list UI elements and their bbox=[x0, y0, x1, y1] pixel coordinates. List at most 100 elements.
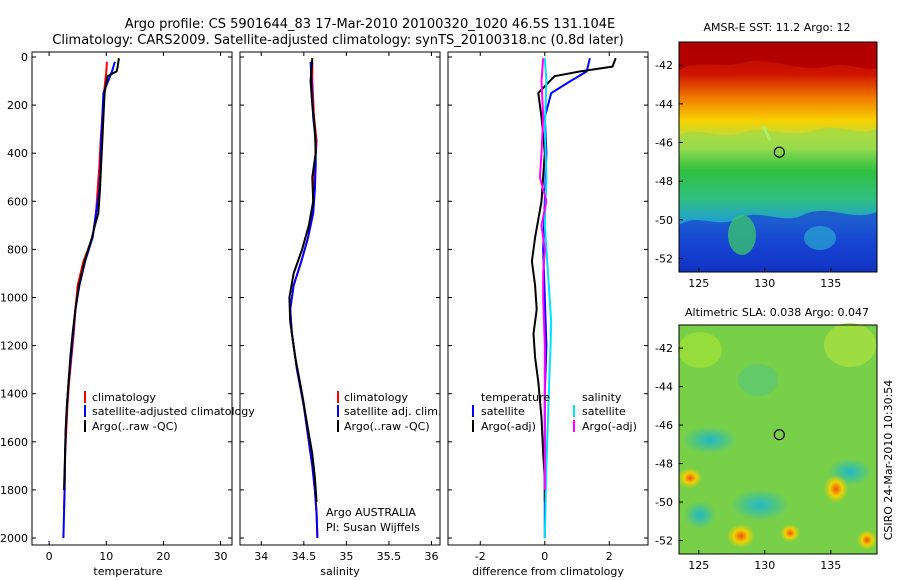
map-y-tick-label: -44 bbox=[655, 381, 673, 394]
x-tick-label: 34.5 bbox=[292, 550, 317, 563]
salinity-lines bbox=[288, 58, 319, 539]
x-tick-label: 34 bbox=[254, 550, 268, 563]
difference-lines bbox=[530, 57, 617, 539]
argo-float-marker-sla bbox=[773, 429, 785, 441]
x-tick-label: 10 bbox=[99, 550, 113, 563]
legend-label: Argo(-adj) bbox=[582, 420, 637, 433]
y-tick-label: 600 bbox=[7, 195, 28, 208]
y-tick-label: 800 bbox=[7, 243, 28, 256]
sla-warm-blob bbox=[780, 524, 800, 542]
temperature-axes: 0 10 20 30 0 200 400 600 800 1000 1200 1400 1600 1800… bbox=[0, 51, 232, 563]
sst-cold-band bbox=[679, 210, 877, 272]
x-tick-label: 35 bbox=[339, 550, 353, 563]
sla-blob bbox=[738, 364, 778, 396]
map-y-tick-label: -52 bbox=[655, 252, 673, 265]
sla-map-frame bbox=[678, 324, 878, 555]
x-tick-label: 2 bbox=[606, 550, 613, 563]
sst-eddy bbox=[804, 226, 836, 250]
salinity-axes: 34 34.5 35 35.5 36 bbox=[240, 52, 440, 563]
difference-panel: -2 0 2 difference from climatology tempera… bbox=[447, 51, 649, 578]
sla-blob bbox=[684, 501, 716, 529]
sla-warm-blob bbox=[857, 530, 877, 550]
legend-label: Argo(..raw -QC) bbox=[92, 420, 178, 433]
sla-warm-blob bbox=[727, 524, 755, 548]
argo-float-marker-sst bbox=[773, 146, 785, 158]
legend-label: Argo(..raw -QC) bbox=[344, 420, 430, 433]
difference-xlabel: difference from climatology bbox=[472, 565, 624, 578]
salinity-legend: climatology satellite adj. clim. Argo(..… bbox=[337, 391, 441, 433]
series-line-argo-raw-qc bbox=[288, 58, 318, 502]
difference-legend: temperature satellite Argo(-adj) salinit… bbox=[472, 391, 637, 433]
legend-label: climatology bbox=[92, 391, 156, 404]
legend-heading-temperature: temperature bbox=[481, 391, 550, 404]
difference-axes-frame bbox=[447, 51, 649, 546]
y-tick-label: 1000 bbox=[0, 292, 28, 305]
map-x-tick-label: 135 bbox=[820, 559, 841, 572]
sla-map-axes: 125 130 135 -42 -44 -46 -48 -50 -52 bbox=[655, 342, 841, 572]
series-line-salinity-argo-adj bbox=[538, 58, 548, 490]
temperature-xlabel: temperature bbox=[93, 565, 162, 578]
sla-warm-blob bbox=[824, 475, 848, 503]
legend-label: satellite bbox=[481, 405, 525, 418]
map-y-tick-label: -50 bbox=[655, 496, 673, 509]
pi-label: PI: Susan Wijffels bbox=[326, 521, 420, 534]
provenance-stamp: CSIRO 24-Mar-2010 10:30:54 bbox=[882, 380, 895, 541]
sst-filament bbox=[761, 125, 772, 141]
map-y-tick-label: -44 bbox=[655, 98, 673, 111]
x-tick-label: -2 bbox=[475, 550, 486, 563]
map-y-tick-label: -48 bbox=[655, 458, 673, 471]
legend-label: satellite-adjusted climatology bbox=[92, 405, 255, 418]
sst-eddy bbox=[728, 215, 756, 255]
sla-blob bbox=[730, 489, 790, 521]
legend-label: satellite bbox=[582, 405, 626, 418]
y-tick-label: 1400 bbox=[0, 388, 28, 401]
sla-warm-blob bbox=[678, 468, 702, 488]
sst-map-frame bbox=[678, 41, 878, 273]
salinity-panel: 34 34.5 35 35.5 36 salinity climatology sate… bbox=[239, 51, 441, 578]
sla-blob bbox=[682, 426, 738, 454]
sst-map-title: AMSR-E SST: 11.2 Argo: 12 bbox=[703, 21, 850, 34]
x-tick-label: 36 bbox=[424, 550, 438, 563]
map-y-tick-label: -52 bbox=[655, 535, 673, 548]
series-line-temperature-argo-adj bbox=[530, 57, 617, 502]
temperature-axes-frame bbox=[31, 51, 233, 546]
sst-map-axes: 125 130 135 -42 -44 -46 -48 -50 -52 bbox=[655, 59, 841, 290]
sla-blob bbox=[824, 323, 876, 367]
x-tick-label: 35.5 bbox=[377, 550, 402, 563]
temperature-panel: 0 10 20 30 0 200 400 600 800 1000 1200 1400 1600 1800… bbox=[0, 51, 255, 578]
x-tick-label: 30 bbox=[214, 550, 228, 563]
sst-front bbox=[679, 127, 877, 150]
salinity-xlabel: salinity bbox=[320, 565, 360, 578]
map-x-tick-label: 130 bbox=[754, 559, 775, 572]
x-tick-label: 20 bbox=[156, 550, 170, 563]
legend-label: satellite adj. clim. bbox=[344, 405, 441, 418]
sst-warm-band bbox=[679, 42, 877, 70]
figure-title-line2: Climatology: CARS2009. Satellite-adjuste… bbox=[52, 33, 624, 48]
legend-label: climatology bbox=[344, 391, 408, 404]
sla-blob bbox=[678, 332, 722, 368]
y-tick-label: 1600 bbox=[0, 436, 28, 449]
legend-heading-salinity: salinity bbox=[582, 391, 622, 404]
map-x-tick-label: 130 bbox=[754, 277, 775, 290]
difference-axes: -2 0 2 bbox=[448, 52, 648, 563]
map-y-tick-label: -46 bbox=[655, 419, 673, 432]
y-tick-label: 1200 bbox=[0, 340, 28, 353]
sla-map-image bbox=[678, 323, 877, 554]
y-tick-label: 400 bbox=[7, 147, 28, 160]
series-line-argo-raw-qc bbox=[63, 58, 120, 490]
sst-map-panel: AMSR-E SST: 11.2 Argo: 12 125 130 135 -42 -4… bbox=[655, 21, 878, 290]
map-y-tick-label: -48 bbox=[655, 175, 673, 188]
legend-label: Argo(-adj) bbox=[481, 420, 536, 433]
map-y-tick-label: -46 bbox=[655, 137, 673, 150]
y-tick-label: 0 bbox=[21, 51, 28, 64]
map-x-tick-label: 135 bbox=[820, 277, 841, 290]
y-tick-label: 2000 bbox=[0, 532, 28, 545]
sla-map-title: Altimetric SLA: 0.038 Argo: 0.047 bbox=[685, 306, 869, 319]
y-tick-label: 200 bbox=[7, 99, 28, 112]
x-tick-label: 0 bbox=[46, 550, 53, 563]
y-tick-label: 1800 bbox=[0, 484, 28, 497]
series-line-salinity-satellite bbox=[543, 58, 553, 539]
series-line-satellite-adjusted-climatology bbox=[62, 61, 116, 539]
map-x-tick-label: 125 bbox=[688, 559, 709, 572]
